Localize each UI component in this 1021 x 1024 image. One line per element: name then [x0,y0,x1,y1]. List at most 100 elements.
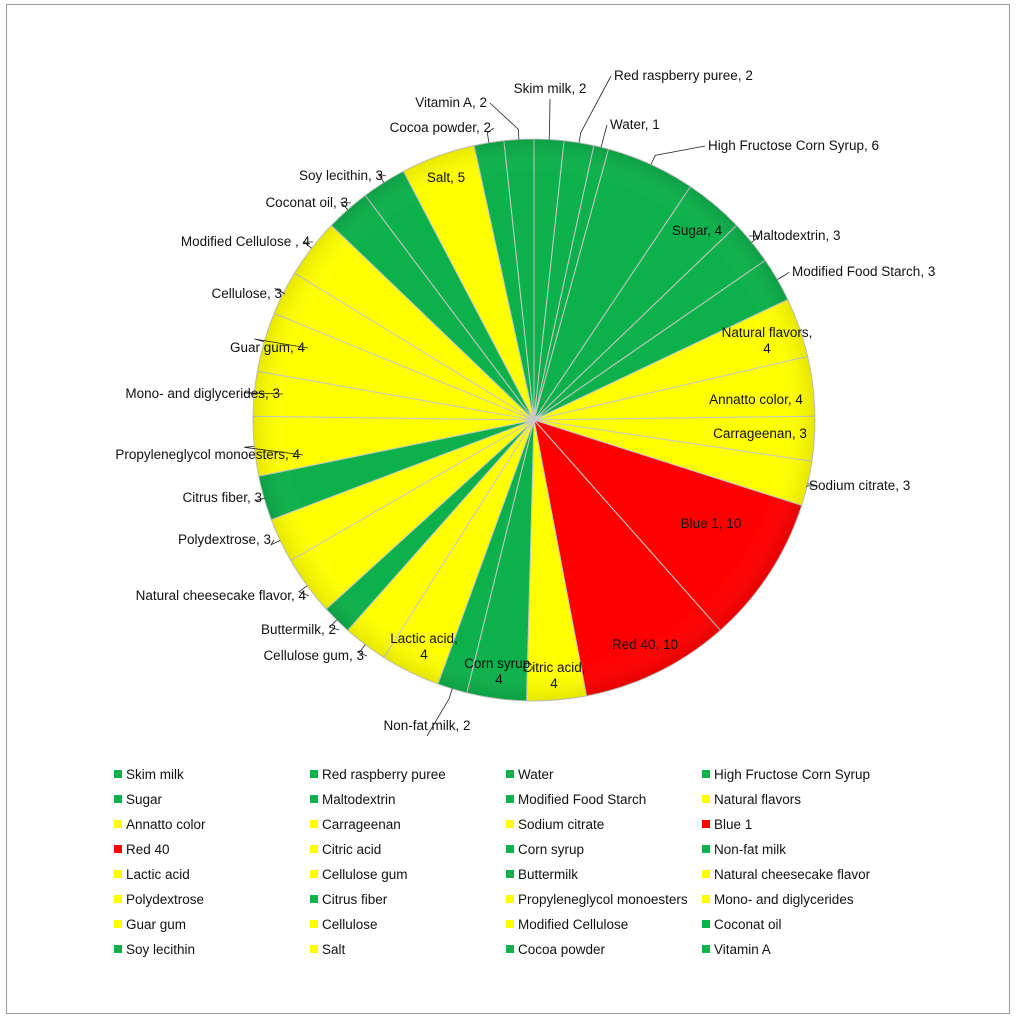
legend-item-natural-cheesecake-flavor: Natural cheesecake flavor [702,865,898,883]
data-label-high-fructose-corn-syrup: High Fructose Corn Syrup, 6 [708,138,879,153]
data-label-polydextrose: Polydextrose, 3 [178,532,271,547]
leader-line-polydextrose [270,539,281,546]
data-label-cocoa-powder: Cocoa powder, 2 [390,120,491,135]
data-label-sugar: Sugar, 4 [672,223,723,238]
legend-swatch [506,895,514,903]
data-label-vitamin-a: Vitamin A, 2 [415,95,487,110]
leader-line-guar-gum [254,338,309,349]
leader-line-non-fat-milk [426,688,453,737]
data-label-corn-syrup: Corn syrup, 4 [464,656,534,687]
legend-item-skim-milk: Skim milk [114,765,310,783]
leader-line-natural-cheesecake-flavor [298,585,310,597]
data-label-blue-1: Blue 1, 10 [681,516,742,531]
legend-item-annatto-color: Annatto color [114,815,310,833]
legend-swatch [114,845,122,853]
legend-label: Lactic acid [126,866,190,882]
data-label-soy-lecithin: Soy lecithin, 3 [299,168,383,183]
legend-label: Carrageenan [322,816,401,832]
legend-item-polydextrose: Polydextrose [114,890,310,908]
legend-item-natural-flavors: Natural flavors [702,790,898,808]
legend-label: Natural cheesecake flavor [714,866,871,882]
legend-swatch [310,845,318,853]
legend-swatch [114,795,122,803]
leader-line-citrus-fiber [254,497,266,502]
leader-line-skim-milk [548,98,551,140]
legend-item-modified-cellulose: Modified Cellulose [506,915,702,933]
legend-swatch [702,870,710,878]
legend-label: Guar gum [126,916,187,932]
legend-swatch [310,895,318,903]
legend-swatch [702,820,710,828]
legend-label: High Fructose Corn Syrup [714,766,871,782]
leader-line-sodium-citrate [805,483,818,487]
legend-label: Coconat oil [714,916,782,932]
legend-label: Modified Food Starch [518,791,647,807]
data-label-natural-flavors: Natural flavors, 4 [722,325,813,356]
legend-label: Corn syrup [518,841,585,857]
data-label-guar-gum: Guar gum, 4 [230,340,306,355]
legend-label: Red 40 [126,841,170,857]
legend-item-lactic-acid: Lactic acid [114,865,310,883]
leader-line-cocoa-powder [486,127,495,143]
legend-label: Natural flavors [714,791,802,807]
legend-item-guar-gum: Guar gum [114,915,310,933]
data-label-cellulose-gum: Cellulose gum, 3 [263,648,364,663]
legend-item-sodium-citrate: Sodium citrate [506,815,702,833]
leader-line-propyleneglycol-monoesters [244,446,304,456]
legend-label: Sugar [126,791,163,807]
leader-line-high-fructose-corn-syrup [650,145,706,165]
data-label-red-raspberry-puree: Red raspberry puree, 2 [614,68,753,83]
legend-item-modified-food-starch: Modified Food Starch [506,790,702,808]
legend: Skim milk Red raspberry puree Water High Fr… [114,765,914,958]
legend-item-maltodextrin: Maltodextrin [310,790,506,808]
legend-swatch [114,820,122,828]
legend-item-mono-and-diglycerides: Mono- and diglycerides [702,890,898,908]
legend-swatch [310,820,318,828]
legend-label: Cellulose [322,916,378,932]
data-label-modified-food-starch: Modified Food Starch, 3 [792,264,935,279]
data-label-citric-acid: Citric acid, 4 [522,660,585,691]
legend-label: Soy lecithin [126,941,196,957]
data-label-annatto-color: Annatto color, 4 [709,392,803,407]
data-label-maltodextrin: Maltodextrin, 3 [752,228,841,243]
data-label-red-40: Red 40, 10 [612,637,678,652]
legend-swatch [506,920,514,928]
data-label-buttermilk: Buttermilk, 2 [261,622,336,637]
legend-swatch [702,895,710,903]
legend-label: Maltodextrin [322,791,396,807]
legend-swatch [506,845,514,853]
legend-swatch [310,795,318,803]
legend-label: Mono- and diglycerides [714,891,854,907]
legend-label: Salt [322,941,346,957]
leader-line-vitamin-a [489,102,520,140]
data-label-sodium-citrate: Sodium citrate, 3 [809,478,910,493]
legend-swatch [114,770,122,778]
legend-label: Non-fat milk [714,841,787,857]
data-label-lactic-acid: Lactic acid, 4 [390,631,458,662]
legend-item-carrageenan: Carrageenan [310,815,506,833]
data-label-carrageenan: Carrageenan, 3 [713,426,807,441]
legend-label: Citric acid [322,841,382,857]
legend-swatch [506,770,514,778]
legend-swatch [702,920,710,928]
data-label-non-fat-milk: Non-fat milk, 2 [383,718,470,733]
legend-swatch [310,770,318,778]
legend-item-red-raspberry-puree: Red raspberry puree [310,765,506,783]
legend-swatch [506,795,514,803]
legend-label: Cellulose gum [322,866,408,882]
legend-item-salt: Salt [310,940,506,958]
data-label-water: Water, 1 [610,117,660,132]
leader-line-modified-food-starch [777,271,790,280]
leader-line-soy-lecithin [377,173,387,183]
data-label-propyleneglycol-monoesters: Propyleneglycol monoesters, 4 [115,447,300,462]
legend-label: Modified Cellulose [518,916,629,932]
legend-swatch [310,945,318,953]
legend-swatch [506,870,514,878]
legend-item-water: Water [506,765,702,783]
legend-swatch [114,895,122,903]
legend-item-cocoa-powder: Cocoa powder [506,940,702,958]
legend-item-cellulose: Cellulose [310,915,506,933]
data-label-modified-cellulose: Modified Cellulose , 4 [181,234,311,249]
leader-line-modified-cellulose [302,241,314,249]
legend-swatch [506,945,514,953]
